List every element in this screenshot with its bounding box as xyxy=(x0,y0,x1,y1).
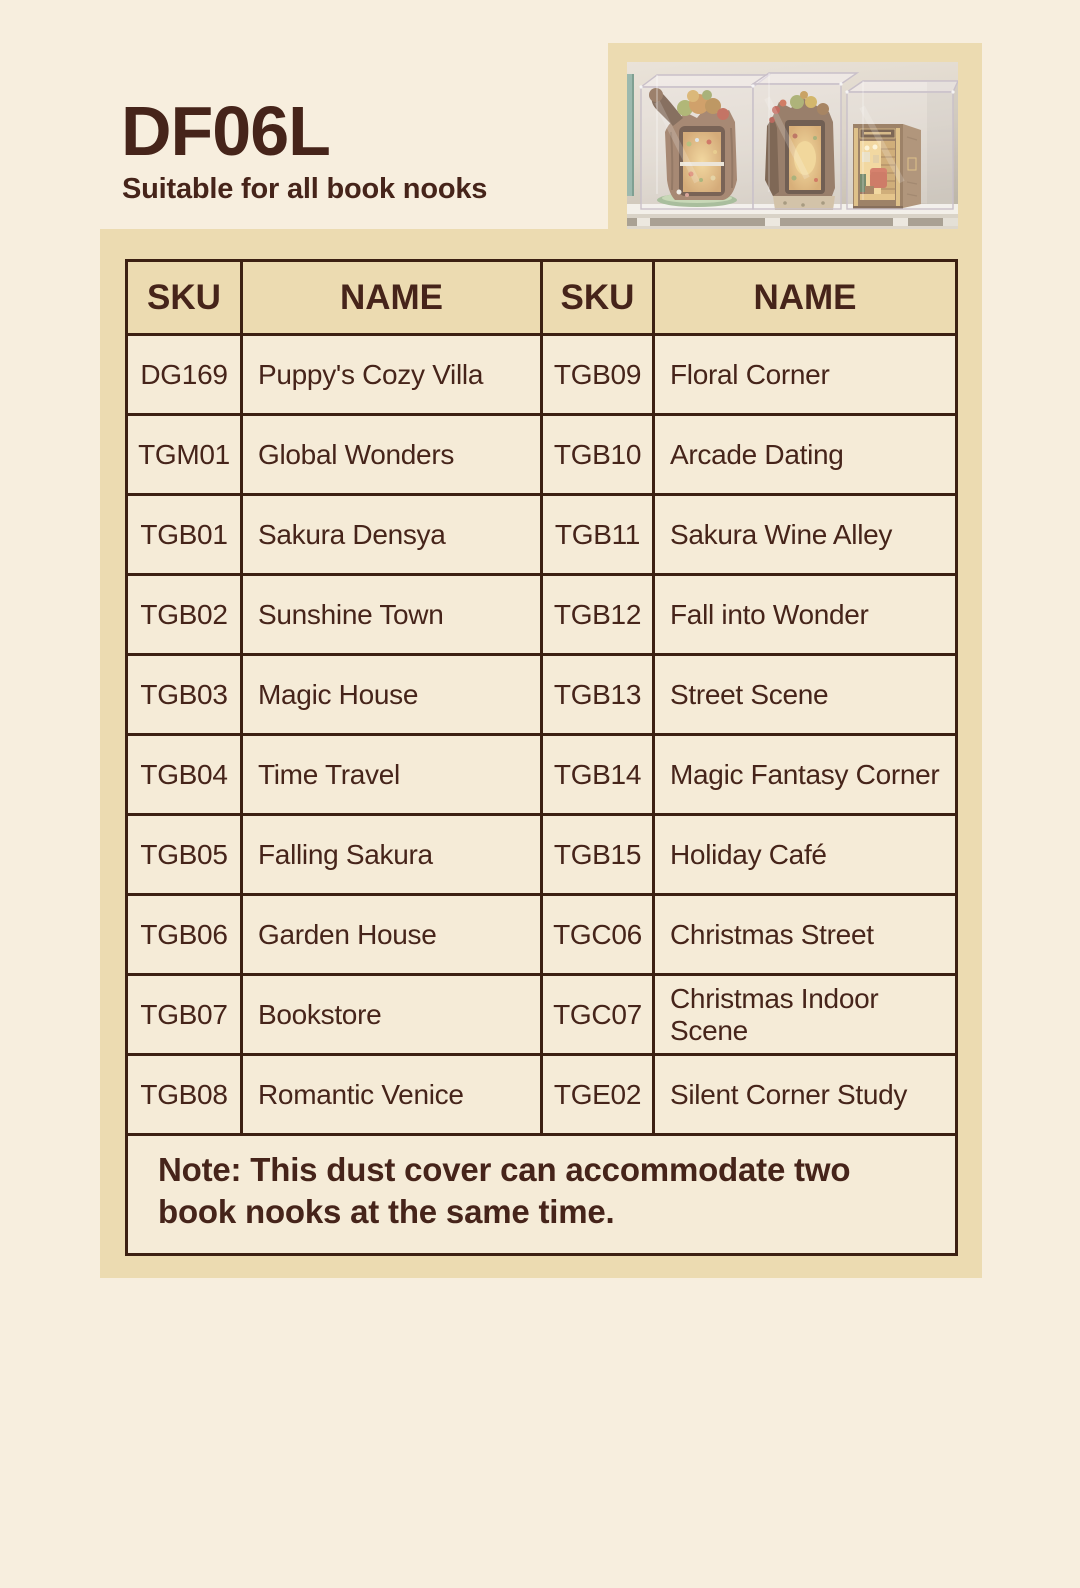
table-row: TGB06 Garden House TGC06 Christmas Stree… xyxy=(125,893,958,976)
name-cell: Sakura Wine Alley xyxy=(652,493,958,576)
sku-cell: TGM01 xyxy=(125,413,243,496)
sku-cell: TGB01 xyxy=(125,493,243,576)
note-row: Note: This dust cover can accommodate tw… xyxy=(125,1133,958,1256)
name-cell: Christmas Indoor Scene xyxy=(652,973,958,1056)
sku-cell: DG169 xyxy=(125,333,243,416)
sku-cell: TGB14 xyxy=(540,733,655,816)
sku-cell: TGB06 xyxy=(125,893,243,976)
name-cell: Time Travel xyxy=(240,733,543,816)
book-nooks-photo-illustration xyxy=(627,62,958,229)
name-cell: Silent Corner Study xyxy=(652,1053,958,1136)
name-cell: Sakura Densya xyxy=(240,493,543,576)
sku-cell: TGB10 xyxy=(540,413,655,496)
name-cell: Fall into Wonder xyxy=(652,573,958,656)
table-body: DG169 Puppy's Cozy Villa TGB09 Floral Co… xyxy=(125,333,958,1136)
sku-cell: TGC07 xyxy=(540,973,655,1056)
header-row: SKU NAME SKU NAME xyxy=(125,259,958,336)
book-nook-forest xyxy=(765,91,835,210)
column-header-sku-left: SKU xyxy=(125,259,243,336)
table-row: TGB03 Magic House TGB13 Street Scene xyxy=(125,653,958,736)
sku-cell: TGC06 xyxy=(540,893,655,976)
sku-cell: TGB05 xyxy=(125,813,243,896)
name-cell: Puppy's Cozy Villa xyxy=(240,333,543,416)
table-row: DG169 Puppy's Cozy Villa TGB09 Floral Co… xyxy=(125,333,958,416)
column-header-name-right: NAME xyxy=(652,259,958,336)
name-cell: Sunshine Town xyxy=(240,573,543,656)
book-nook-bookstore xyxy=(853,124,921,209)
sku-cell: TGB15 xyxy=(540,813,655,896)
sku-cell: TGB09 xyxy=(540,333,655,416)
acrylic-dust-covers xyxy=(638,72,958,210)
table-row: TGB04 Time Travel TGB14 Magic Fantasy Co… xyxy=(125,733,958,816)
name-cell: Floral Corner xyxy=(652,333,958,416)
sku-table: SKU NAME SKU NAME DG169 Puppy's Cozy Vil… xyxy=(125,259,958,1256)
table-panel: SKU NAME SKU NAME DG169 Puppy's Cozy Vil… xyxy=(100,229,982,1278)
name-cell: Global Wonders xyxy=(240,413,543,496)
name-cell: Romantic Venice xyxy=(240,1053,543,1136)
name-cell: Arcade Dating xyxy=(652,413,958,496)
product-photo xyxy=(627,62,958,229)
name-cell: Street Scene xyxy=(652,653,958,736)
sku-cell: TGE02 xyxy=(540,1053,655,1136)
name-cell: Magic Fantasy Corner xyxy=(652,733,958,816)
table-row: TGB05 Falling Sakura TGB15 Holiday Café xyxy=(125,813,958,896)
page-title: DF06L xyxy=(121,92,331,170)
table-row: TGB02 Sunshine Town TGB12 Fall into Wond… xyxy=(125,573,958,656)
name-cell: Falling Sakura xyxy=(240,813,543,896)
sku-cell: TGB07 xyxy=(125,973,243,1056)
column-header-sku-right: SKU xyxy=(540,259,655,336)
name-cell: Bookstore xyxy=(240,973,543,1056)
table-row: TGM01 Global Wonders TGB10 Arcade Dating xyxy=(125,413,958,496)
table-row: TGB08 Romantic Venice TGE02 Silent Corne… xyxy=(125,1053,958,1136)
sku-cell: TGB13 xyxy=(540,653,655,736)
sku-cell: TGB03 xyxy=(125,653,243,736)
sku-cell: TGB12 xyxy=(540,573,655,656)
table-footer: Note: This dust cover can accommodate tw… xyxy=(125,1133,958,1256)
sku-cell: TGB08 xyxy=(125,1053,243,1136)
page-subtitle: Suitable for all book nooks xyxy=(122,173,488,205)
sku-cell: TGB04 xyxy=(125,733,243,816)
name-cell: Magic House xyxy=(240,653,543,736)
name-cell: Holiday Café xyxy=(652,813,958,896)
table-row: TGB07 Bookstore TGC07 Christmas Indoor S… xyxy=(125,973,958,1056)
table-header: SKU NAME SKU NAME xyxy=(125,259,958,336)
table-row: TGB01 Sakura Densya TGB11 Sakura Wine Al… xyxy=(125,493,958,576)
photo-frame xyxy=(608,43,982,229)
sku-cell: TGB11 xyxy=(540,493,655,576)
name-cell: Garden House xyxy=(240,893,543,976)
sku-cell: TGB02 xyxy=(125,573,243,656)
book-nook-tree-stump xyxy=(649,88,737,207)
note-text: Note: This dust cover can accommodate tw… xyxy=(125,1133,958,1256)
name-cell: Christmas Street xyxy=(652,893,958,976)
column-header-name-left: NAME xyxy=(240,259,543,336)
